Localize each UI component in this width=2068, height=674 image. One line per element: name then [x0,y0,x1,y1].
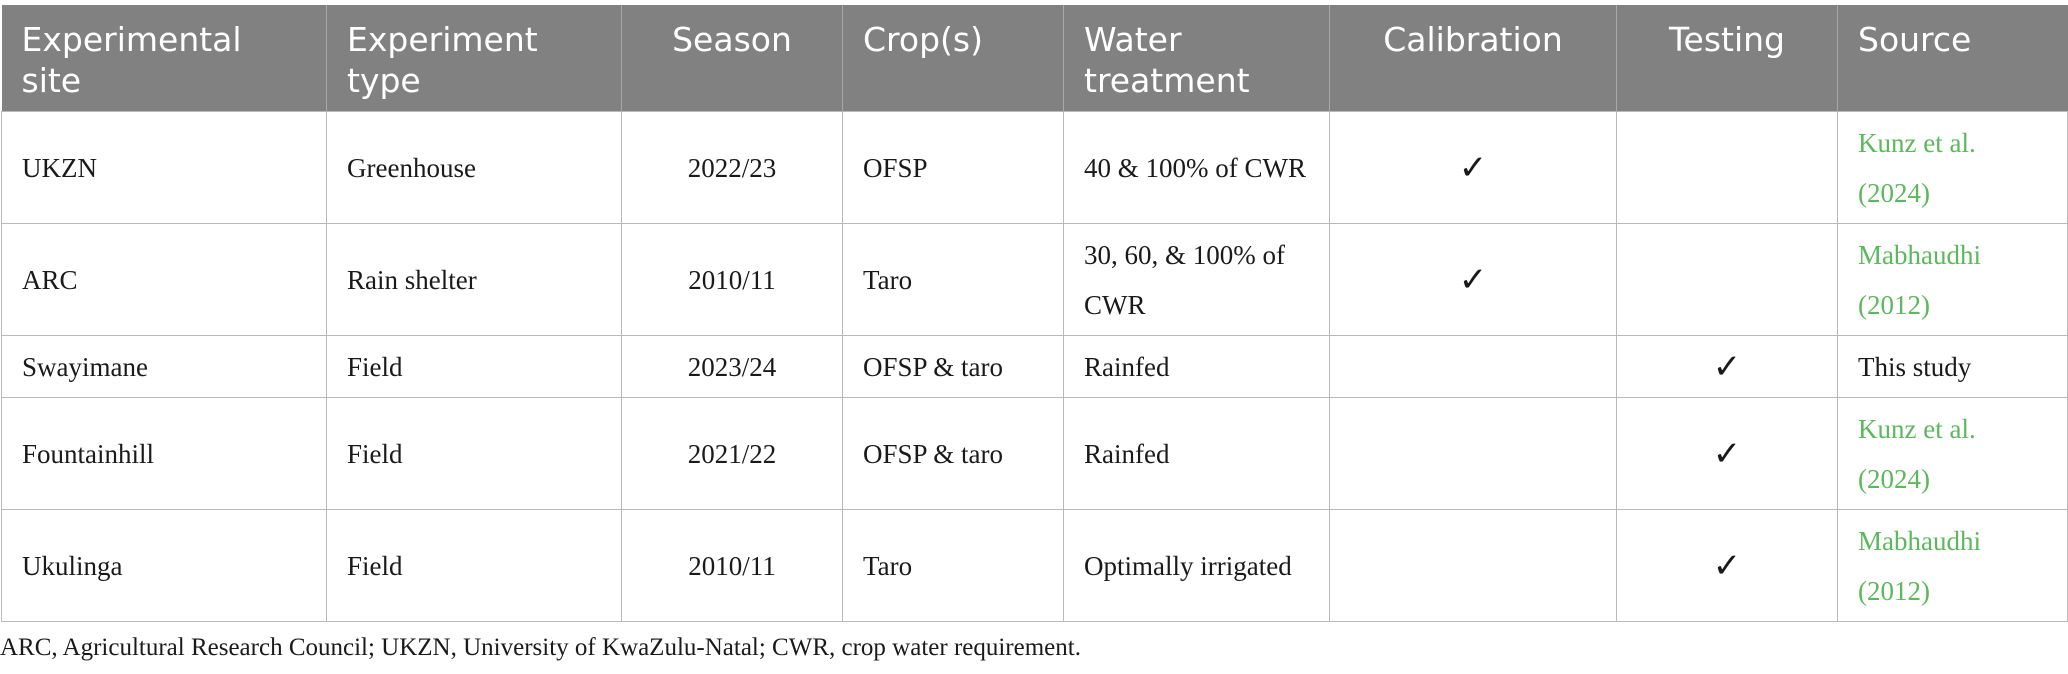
cell-season: 2021/22 [621,397,843,510]
cell-testing-check: ✓ [1616,335,1838,398]
header-experiment-type: Experiment type [326,5,622,112]
cell-calibration-check: ✓ [1329,223,1617,336]
cell-calibration-check [1329,397,1617,510]
cell-water-treatment: Optimally irrigated [1063,509,1330,622]
cell-season: 2010/11 [621,223,843,336]
header-crops: Crop(s) [842,5,1064,112]
header-calibration: Calibration [1329,5,1617,112]
header-experimental-site: Experimental site [1,5,327,112]
cell-testing-check [1616,223,1838,336]
header-water-treatment: Water treatment [1063,5,1330,112]
cell-crops: Taro [842,509,1064,622]
table-row: Fountainhill Field 2021/22 OFSP & taro R… [1,397,2068,510]
source-link[interactable]: Mabhaudhi (2012) [1837,223,2068,336]
cell-testing-check: ✓ [1616,509,1838,622]
table-row: Swayimane Field 2023/24 OFSP & taro Rain… [1,335,2068,398]
cell-water-treatment: Rainfed [1063,397,1330,510]
cell-type: Field [326,509,622,622]
cell-type: Rain shelter [326,223,622,336]
cell-site: Swayimane [1,335,327,398]
cell-season: 2023/24 [621,335,843,398]
source-link[interactable]: Kunz et al. (2024) [1837,111,2068,224]
cell-source: This study [1837,335,2068,398]
header-row: Experimental site Experiment type Season… [1,5,2068,112]
cell-crops: Taro [842,223,1064,336]
cell-season: 2022/23 [621,111,843,224]
header-testing: Testing [1616,5,1838,112]
table-footnote: ARC, Agricultural Research Council; UKZN… [0,634,1081,661]
table-row: UKZN Greenhouse 2022/23 OFSP 40 & 100% o… [1,111,2068,224]
cell-calibration-check [1329,335,1617,398]
cell-type: Field [326,397,622,510]
cell-site: Ukulinga [1,509,327,622]
cell-water-treatment: Rainfed [1063,335,1330,398]
cell-site: Fountainhill [1,397,327,510]
cell-crops: OFSP [842,111,1064,224]
cell-season: 2010/11 [621,509,843,622]
table-row: Ukulinga Field 2010/11 Taro Optimally ir… [1,509,2068,622]
cell-testing-check [1616,111,1838,224]
cell-water-treatment: 30, 60, & 100% of CWR [1063,223,1330,336]
cell-site: ARC [1,223,327,336]
header-source: Source [1837,5,2068,112]
cell-testing-check: ✓ [1616,397,1838,510]
cell-site: UKZN [1,111,327,224]
data-table-container: Experimental site Experiment type Season… [0,5,2068,622]
cell-water-treatment: 40 & 100% of CWR [1063,111,1330,224]
source-link[interactable]: Mabhaudhi (2012) [1837,509,2068,622]
cell-type: Greenhouse [326,111,622,224]
cell-crops: OFSP & taro [842,397,1064,510]
header-season: Season [621,5,843,112]
cell-calibration-check [1329,509,1617,622]
source-link[interactable]: Kunz et al. (2024) [1837,397,2068,510]
cell-type: Field [326,335,622,398]
experiments-table: Experimental site Experiment type Season… [1,5,2068,622]
cell-crops: OFSP & taro [842,335,1064,398]
table-row: ARC Rain shelter 2010/11 Taro 30, 60, & … [1,223,2068,336]
cell-calibration-check: ✓ [1329,111,1617,224]
